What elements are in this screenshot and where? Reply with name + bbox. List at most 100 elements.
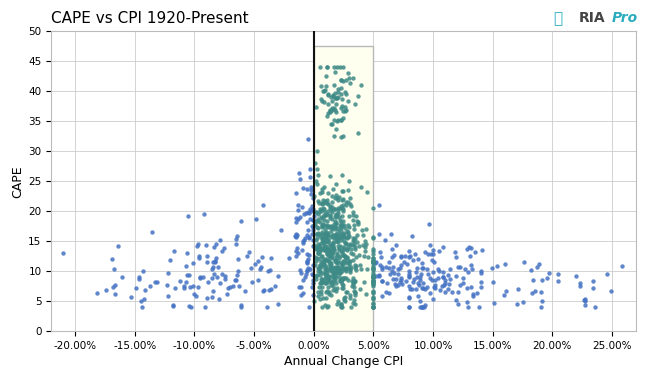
Point [331,254,342,260]
Point [432,266,443,272]
Point [326,222,336,229]
Point [233,256,243,262]
Point [336,268,347,274]
Point [395,254,406,260]
Point [462,246,472,252]
Point [329,105,339,111]
Point [324,262,334,268]
Point [327,242,338,248]
Point [329,218,340,224]
Point [321,272,331,278]
Point [168,303,179,309]
Point [331,265,342,271]
Point [361,241,371,247]
Point [303,304,314,310]
Point [215,280,226,286]
Point [319,211,329,218]
Point [500,261,510,267]
Point [313,148,323,154]
Point [319,262,329,268]
Point [292,232,302,238]
Point [331,220,342,226]
Point [328,186,338,192]
Point [309,221,320,227]
Point [311,232,321,238]
Point [368,295,378,301]
Point [349,288,359,294]
Point [325,223,335,229]
Point [321,277,331,283]
Point [188,260,198,266]
Point [338,230,349,236]
Point [163,270,173,276]
Point [323,110,333,116]
Point [349,241,359,247]
Point [345,266,355,273]
Point [341,268,351,274]
Point [338,196,348,202]
Point [617,263,628,269]
Point [344,258,355,264]
Point [183,272,193,278]
Point [314,285,324,291]
Point [388,252,399,258]
Point [297,247,307,253]
Point [298,240,308,246]
Point [316,291,327,297]
Point [332,258,342,265]
Point [325,241,336,247]
Point [387,246,397,252]
Point [553,279,563,285]
Point [223,285,234,291]
Point [231,236,241,243]
Point [203,295,213,301]
Text: CAPE vs CPI 1920-Present: CAPE vs CPI 1920-Present [51,11,249,26]
Point [315,280,325,286]
Point [350,265,360,271]
Point [330,271,340,277]
Point [444,266,455,272]
Point [388,264,398,270]
Point [342,247,353,253]
Point [353,252,364,258]
Point [324,173,334,179]
Point [311,178,322,184]
Point [328,244,338,250]
Point [322,238,333,244]
Point [337,304,347,310]
Point [411,286,421,292]
Point [368,260,378,266]
Point [316,208,327,214]
Point [322,222,333,228]
Point [476,279,486,285]
Point [336,197,347,203]
Point [320,265,331,271]
Point [324,257,334,263]
Point [313,172,323,178]
Point [344,258,355,265]
Point [344,265,354,271]
Point [303,209,314,215]
Point [352,218,362,224]
Point [336,117,346,123]
Point [117,274,127,280]
Point [336,188,347,194]
Point [312,166,322,172]
Point [438,274,448,280]
Point [330,277,340,283]
Point [579,302,589,308]
Point [329,275,340,281]
Point [337,234,347,240]
Point [324,251,334,257]
Point [326,193,336,199]
Point [307,224,318,230]
Point [350,289,360,295]
Point [368,257,378,263]
Point [324,250,334,256]
Point [368,259,378,265]
Point [338,285,349,291]
Point [298,237,309,243]
Point [308,277,318,283]
Point [302,219,312,225]
Point [518,259,529,265]
